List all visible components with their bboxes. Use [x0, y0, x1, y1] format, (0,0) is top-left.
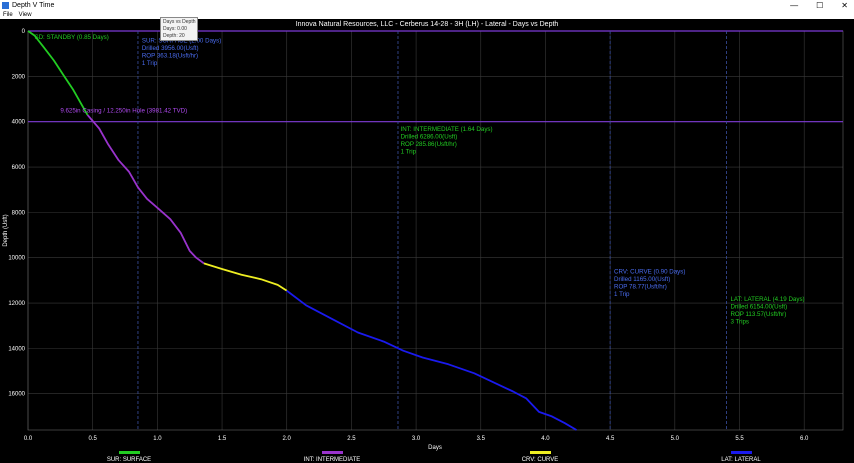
tooltip-line-1: Days vs Depth — [163, 19, 196, 25]
chart-title: Innova Natural Resources, LLC - Cerberus… — [296, 21, 559, 28]
plot-border — [27, 30, 844, 431]
series-line — [203, 262, 288, 292]
y-tick-label: 10000 — [8, 256, 25, 262]
chart-area: Innova Natural Resources, LLC - Cerberus… — [0, 19, 854, 463]
legend-swatch — [731, 451, 752, 454]
y-tick-label: 14000 — [8, 346, 25, 352]
menu-file[interactable]: File — [3, 12, 13, 18]
x-tick-label: 2.5 — [347, 436, 356, 442]
menu-bar: File View — [0, 11, 854, 19]
phase-annotation: 1 Trip — [142, 60, 158, 67]
x-tick-label: 1.5 — [218, 436, 227, 442]
phase-annotation: INT: INTERMEDIATE (1.64 Days) — [401, 126, 493, 133]
x-axis-label: Days — [428, 445, 442, 451]
close-button[interactable]: ✕ — [841, 1, 848, 10]
phase-annotation: CRV: CURVE (0.90 Days) — [614, 269, 685, 276]
y-tick-label: 16000 — [8, 392, 25, 398]
x-tick-label: 5.5 — [735, 436, 744, 442]
phase-annotation: Drilled 6154.00(Usft) — [730, 303, 787, 310]
x-tick-label: 1.0 — [153, 436, 162, 442]
phase-annotation: ROP 78.77(Usft/hr) — [614, 284, 667, 291]
series-line — [86, 114, 205, 265]
legend-label: INT: INTERMEDIATE — [304, 457, 361, 463]
x-tick-label: 6.0 — [800, 436, 809, 442]
x-tick-label: 2.0 — [283, 436, 292, 442]
legend-label: CRV: CURVE — [522, 457, 559, 463]
hover-tooltip: Days vs Depth Days: 0.00 Depth: 20 — [160, 17, 198, 41]
legend-swatch — [119, 451, 140, 454]
window-titlebar: Depth V Time — ☐ ✕ — [0, 0, 854, 11]
x-tick-label: 5.0 — [671, 436, 680, 442]
phase-annotation: SD: STANDBY (0.85 Days) — [34, 34, 108, 41]
tooltip-line-3: Depth: 20 — [163, 33, 185, 39]
x-tick-label: 4.5 — [606, 436, 615, 442]
menu-view[interactable]: View — [18, 12, 32, 18]
y-tick-label: 8000 — [12, 210, 26, 216]
legend-swatch — [322, 451, 343, 454]
phase-annotation: LAT: LATERAL (4.19 Days) — [730, 296, 804, 303]
y-tick-label: 6000 — [12, 165, 26, 171]
legend-label: LAT: LATERAL — [721, 457, 761, 463]
window-controls: — ☐ ✕ — [790, 0, 848, 11]
phase-annotation: 3 Trips — [730, 318, 749, 325]
y-tick-label: 2000 — [12, 74, 26, 80]
phase-annotation: Drilled 6286.00(Usft) — [401, 133, 458, 140]
legend-swatch — [530, 451, 551, 454]
x-tick-label: 3.5 — [477, 436, 486, 442]
y-tick-label: 0 — [22, 29, 26, 35]
phase-annotation: Drilled 1165.00(Usft) — [614, 276, 670, 283]
window-title: Depth V Time — [12, 2, 55, 9]
phase-annotation: 9.625in Casing / 12.250in Hole (3981.42 … — [60, 108, 187, 115]
y-axis-label: Depth (Usft) — [3, 214, 9, 246]
tooltip-line-2: Days: 0.00 — [163, 26, 187, 32]
phase-annotation: Drilled 3956.00(Usft) — [142, 45, 199, 52]
phase-annotation: 1 Trip — [614, 291, 630, 298]
series-line — [27, 30, 89, 116]
days-vs-depth-chart: Innova Natural Resources, LLC - Cerberus… — [3, 21, 844, 463]
phase-annotation: ROP 113.57(Usft/hr) — [730, 311, 786, 318]
phase-annotation: ROP 363.18(Usft/hr) — [142, 52, 198, 59]
app-icon — [2, 2, 9, 9]
x-tick-label: 0.5 — [89, 436, 98, 442]
phase-annotation: ROP 285.86(Usft/hr) — [401, 141, 457, 148]
legend-label: SUR: SURFACE — [107, 457, 151, 463]
y-tick-label: 12000 — [8, 301, 25, 307]
minimize-button[interactable]: — — [790, 1, 799, 10]
series-line — [286, 289, 577, 431]
x-tick-label: 4.0 — [541, 436, 550, 442]
x-tick-label: 3.0 — [412, 436, 421, 442]
phase-annotation: 1 Trip — [401, 148, 417, 155]
x-tick-label: 0.0 — [24, 436, 33, 442]
y-tick-label: 4000 — [12, 120, 26, 126]
maximize-button[interactable]: ☐ — [816, 1, 824, 10]
